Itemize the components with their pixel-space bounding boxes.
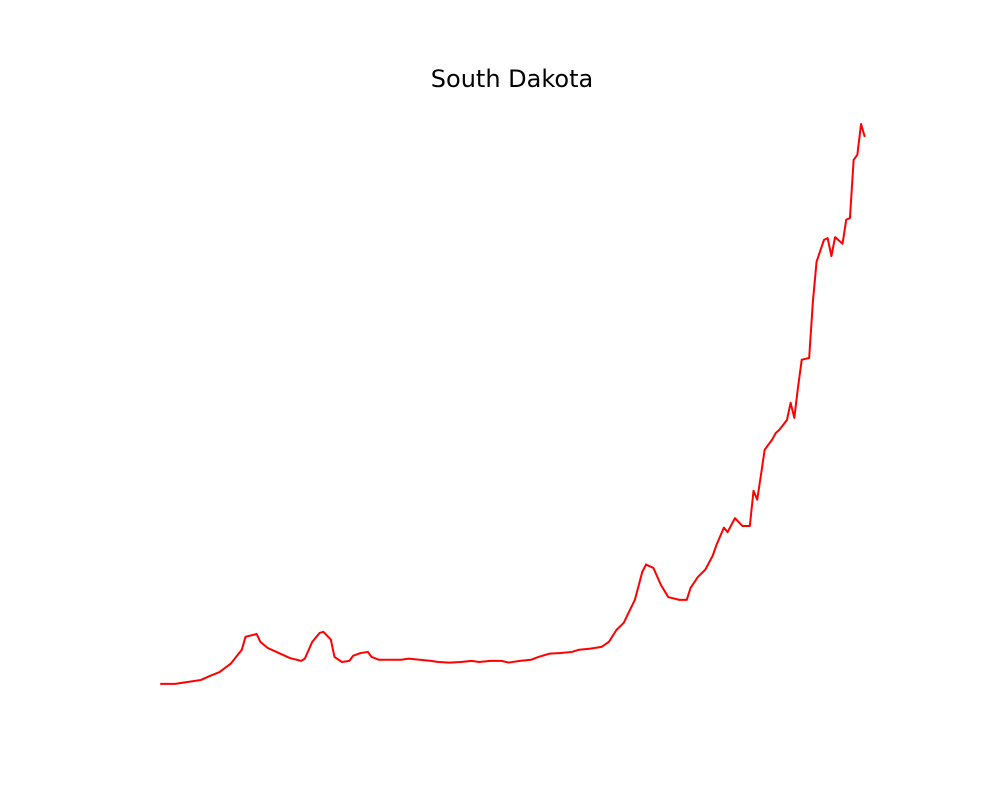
data-line: [160, 122, 866, 685]
chart-title: South Dakota: [431, 65, 593, 93]
